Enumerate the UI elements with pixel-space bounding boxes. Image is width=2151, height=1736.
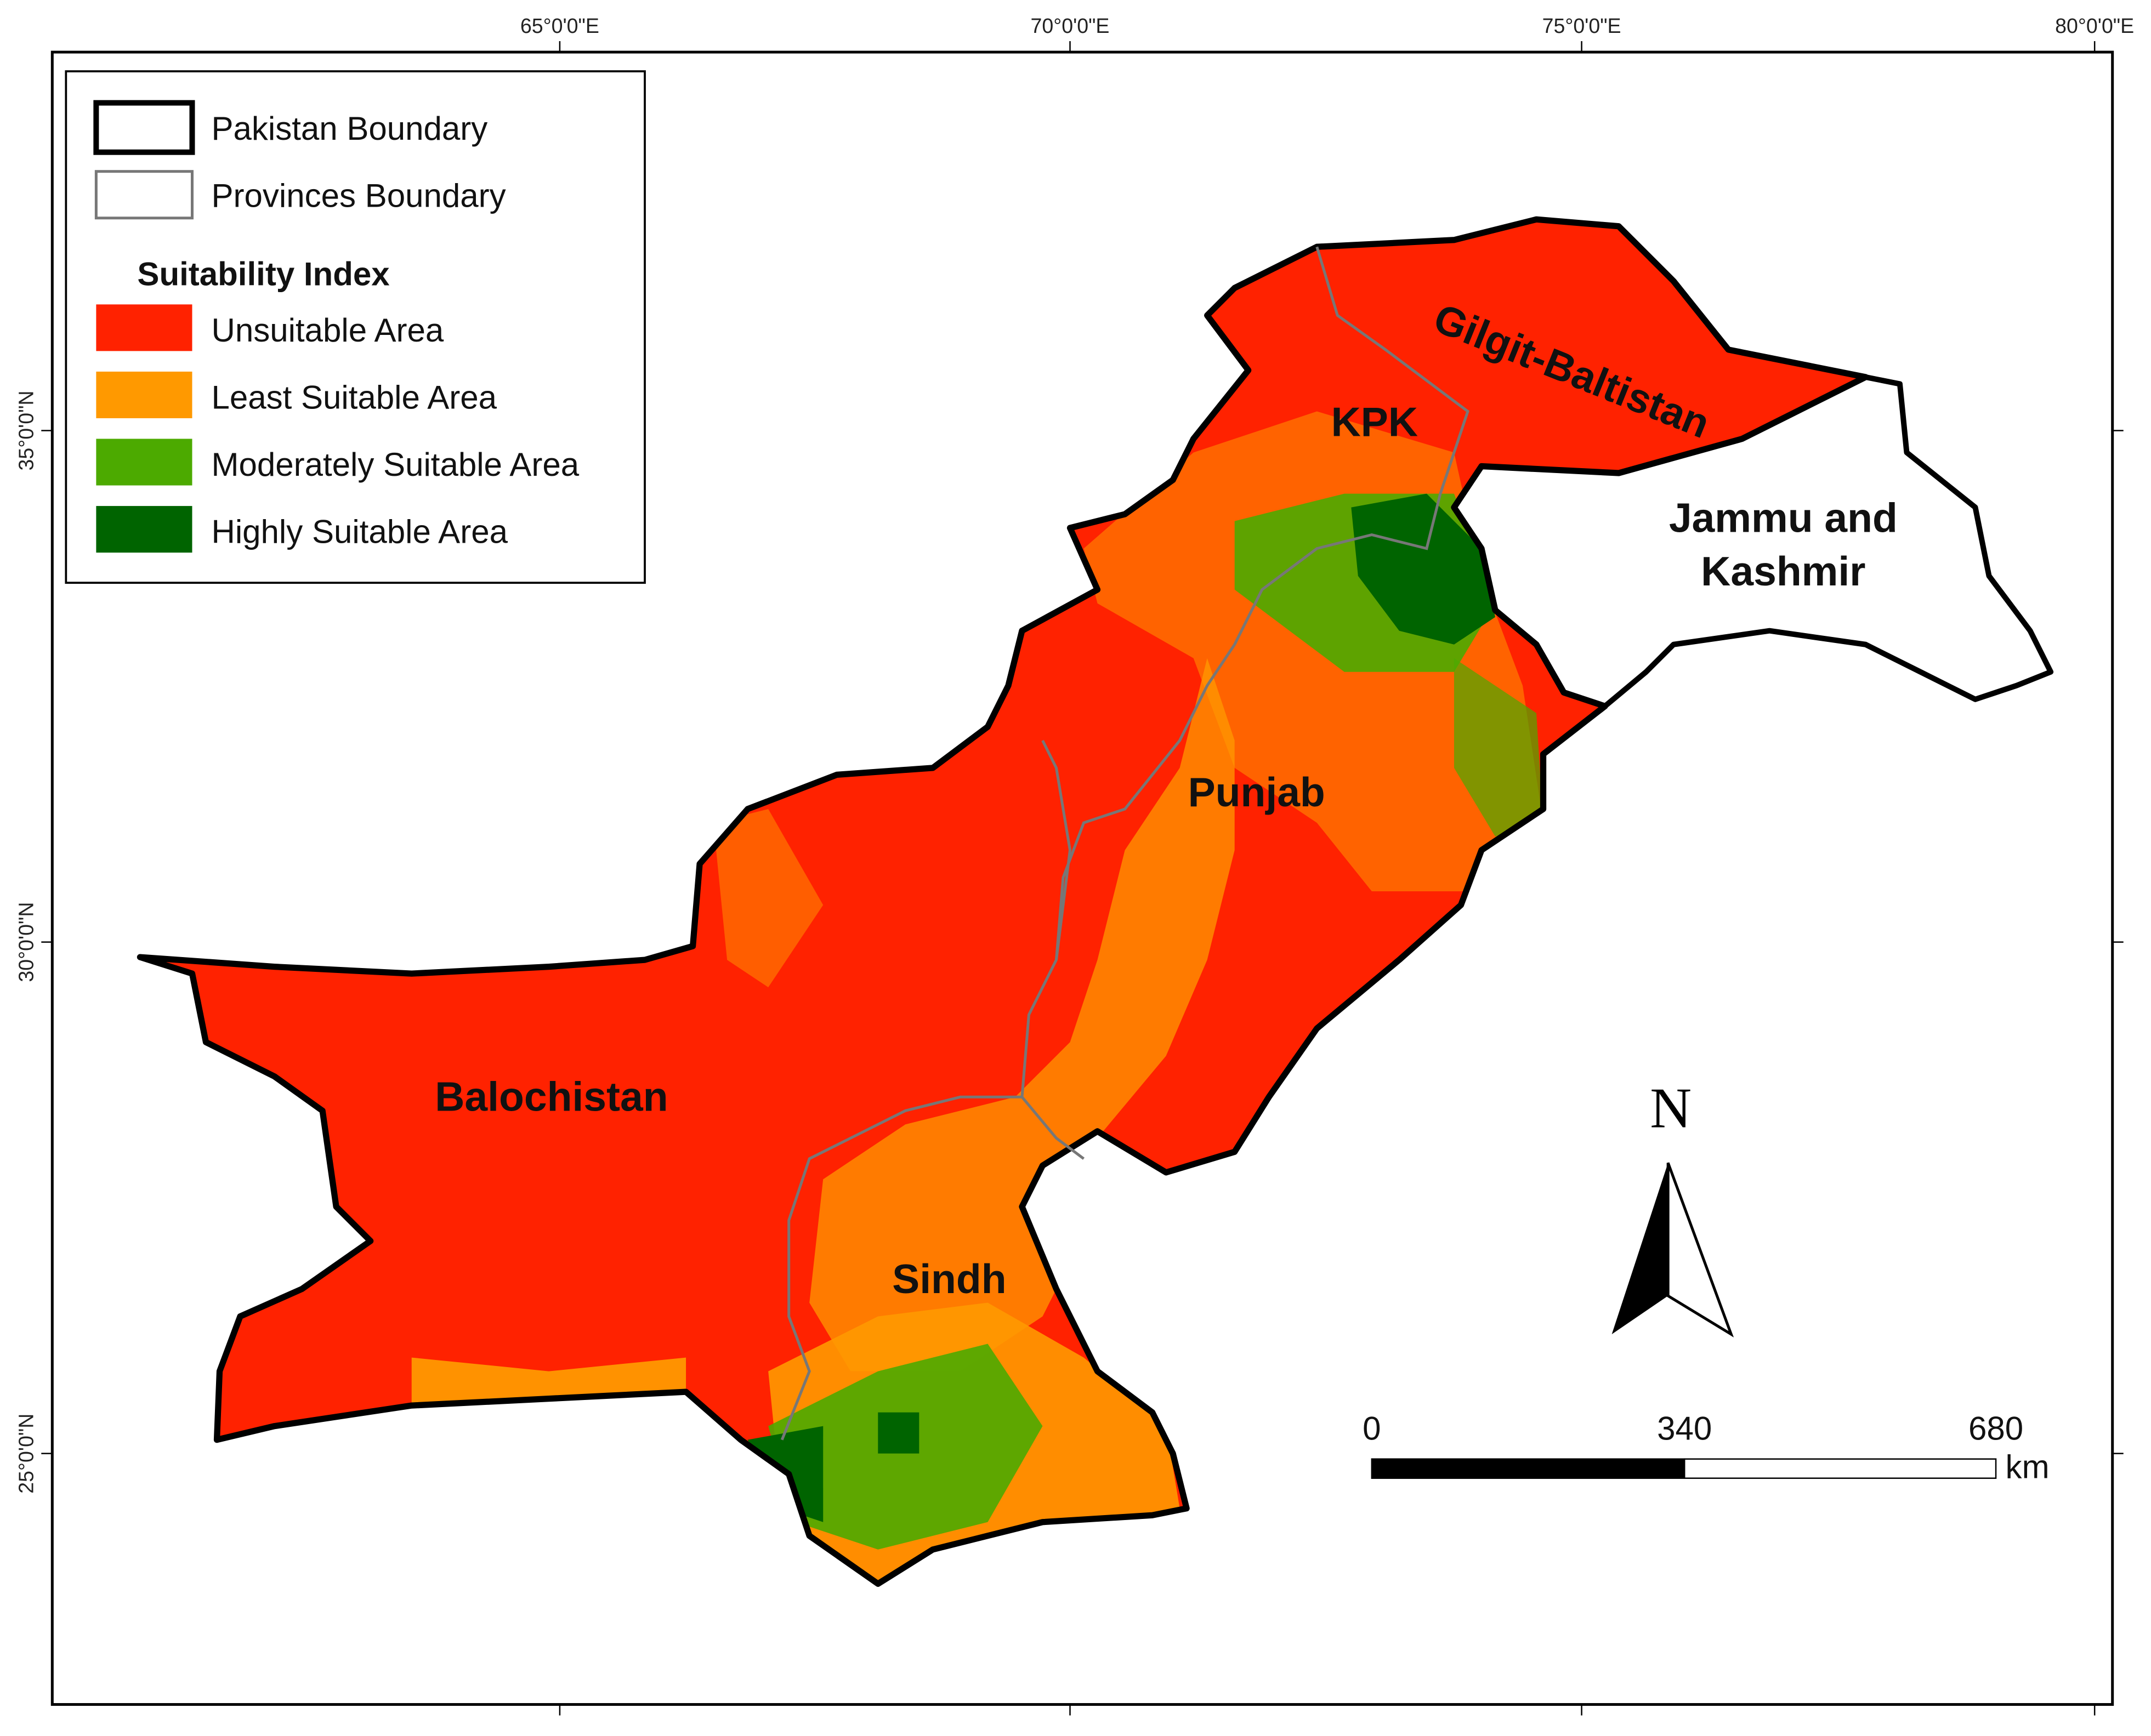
province-line [1021,1096,1085,1160]
scale-unit: km [2006,1449,2050,1485]
latitude-label: 30°0'0"N [14,902,37,982]
suitability-patch [809,658,1235,1371]
suitability-patch [1454,658,1543,836]
latitude-label: 25°0'0"N [14,1414,37,1494]
longitude-label: 75°0'0"E [1542,14,1621,37]
scale-segment [1683,1458,1997,1479]
region-label: Jammu and [1669,495,1898,541]
scale-bar: 0 340 680 km [1363,1410,2049,1485]
legend-label: Unsuitable Area [212,312,444,349]
region-label: Balochistan [435,1073,668,1119]
scale-label: 680 [1968,1410,2023,1447]
legend-title: Suitability Index [137,255,389,292]
legend-label: Moderately Suitable Area [212,446,580,483]
region-label: KPK [1331,399,1418,445]
north-label: N [1650,1075,1692,1140]
suitability-patch [1351,493,1495,645]
legend-swatch [94,170,194,220]
legend-label: Pakistan Boundary [212,110,488,147]
suitability-patch [713,809,824,988]
map-frame [50,50,2114,1706]
legend-label: Provinces Boundary [212,178,506,214]
legend-swatch [96,304,192,351]
region-label: Punjab [1188,769,1325,815]
arrow-right [1666,1162,1734,1337]
province-line [1041,739,1072,960]
scale-label: 0 [1363,1410,1381,1447]
scale-label: 340 [1657,1410,1712,1447]
province-line [780,246,1469,1441]
legend-swatch [93,100,195,155]
scale-segment [1371,1458,1685,1479]
legend-label: Least Suitable Area [212,379,497,415]
suitability-patch [878,1412,920,1454]
latitude-label: 35°0'0"N [14,390,37,470]
region-label: Kashmir [1701,548,1865,594]
legend-swatch [96,439,192,486]
longitude-label: 80°0'0"E [2055,14,2134,37]
region-label: Sindh [892,1256,1006,1302]
longitude-label: 65°0'0"E [520,14,599,37]
graticule-ticks: 65°0'0"E 70°0'0"E 75°0'0"E 80°0'0"E 35°0'0"N… [14,14,2134,1716]
legend-label: Highly Suitable Area [212,514,508,550]
longitude-label: 70°0'0"E [1031,14,1110,37]
province-boundaries [780,246,1469,1441]
legend-swatch [96,371,192,418]
legend: Pakistan Boundary Provinces Boundary Suita… [65,70,646,584]
legend-swatch [96,506,192,553]
